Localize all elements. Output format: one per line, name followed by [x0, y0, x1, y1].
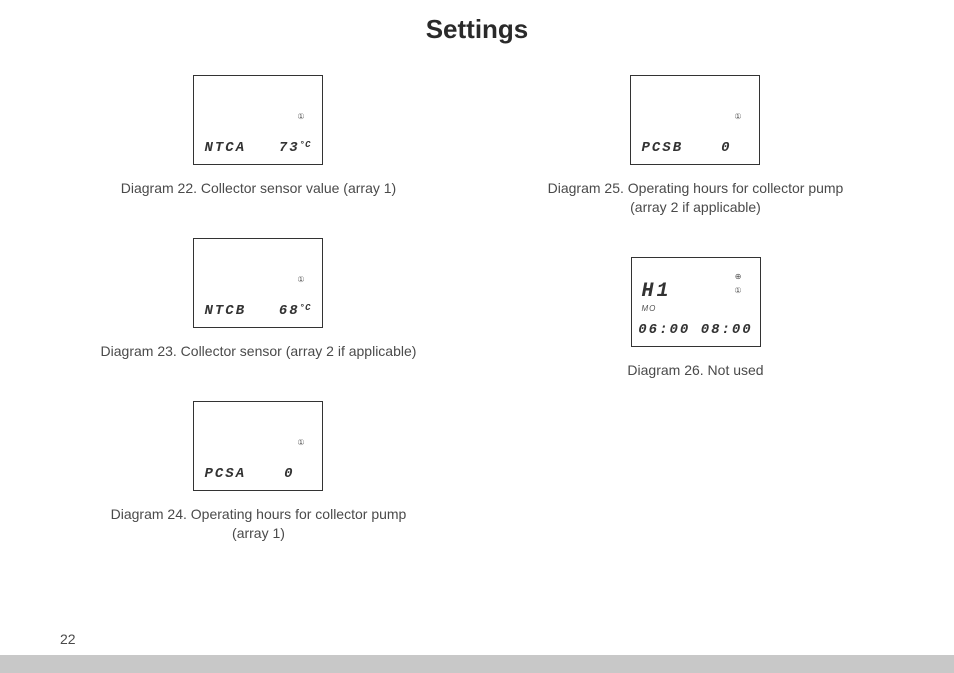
lcd-unit: °C [300, 303, 311, 313]
page-number: 22 [60, 631, 76, 647]
caption-line2: (array 1) [232, 525, 285, 541]
left-column: ① NTCA 73°C Diagram 22. Collector sensor… [60, 75, 457, 583]
info-icon: ① [297, 275, 304, 284]
lcd-diagram-22: ① NTCA 73°C [193, 75, 323, 165]
diagram-26-block: ⊕ ① H1 MO 06:00 08:00 Diagram 26. Not us… [627, 257, 763, 380]
lcd-number: 68 [279, 303, 300, 319]
lcd-sub-label: MO [642, 304, 657, 313]
diagram-22-block: ① NTCA 73°C Diagram 22. Collector sensor… [121, 75, 396, 198]
lcd-label: NTCB [204, 303, 246, 319]
page-title: Settings [0, 0, 954, 45]
diagram-25-caption: Diagram 25. Operating hours for collecto… [548, 179, 844, 217]
lcd-main-label: H1 [642, 280, 672, 303]
caption-line1: Diagram 25. Operating hours for collecto… [548, 180, 844, 196]
lcd-diagram-23: ① NTCB 68°C [193, 238, 323, 328]
right-column: ① PCSB 0 Diagram 25. Operating hours for… [497, 75, 894, 583]
lcd-value: 0 [284, 466, 294, 482]
caption-line2: (array 2 if applicable) [630, 199, 761, 215]
diagram-24-block: ① PCSA 0 Diagram 24. Operating hours for… [111, 401, 407, 543]
lcd-value: 0 [721, 140, 731, 156]
lcd-diagram-24: ① PCSA 0 [193, 401, 323, 491]
content-area: ① NTCA 73°C Diagram 22. Collector sensor… [0, 45, 954, 583]
lcd-diagram-25: ① PCSB 0 [630, 75, 760, 165]
lcd-value: 68°C [279, 303, 311, 319]
plus-icon: ⊕ [735, 272, 742, 281]
caption-line1: Diagram 24. Operating hours for collecto… [111, 506, 407, 522]
info-icon: ① [734, 112, 741, 121]
lcd-label: NTCA [204, 140, 246, 156]
lcd-number: 73 [279, 140, 300, 156]
diagram-26-caption: Diagram 26. Not used [627, 361, 763, 380]
lcd-time-range: 06:00 08:00 [632, 322, 760, 338]
lcd-unit: °C [300, 140, 311, 150]
lcd-value: 73°C [279, 140, 311, 156]
footer-bar [0, 655, 954, 673]
diagram-24-caption: Diagram 24. Operating hours for collecto… [111, 505, 407, 543]
diagram-22-caption: Diagram 22. Collector sensor value (arra… [121, 179, 396, 198]
info-icon: ① [297, 112, 304, 121]
info-icon: ① [734, 286, 741, 295]
lcd-diagram-26: ⊕ ① H1 MO 06:00 08:00 [631, 257, 761, 347]
lcd-label: PCSB [641, 140, 683, 156]
diagram-23-caption: Diagram 23. Collector sensor (array 2 if… [101, 342, 417, 361]
diagram-23-block: ① NTCB 68°C Diagram 23. Collector sensor… [101, 238, 417, 361]
diagram-25-block: ① PCSB 0 Diagram 25. Operating hours for… [548, 75, 844, 217]
info-icon: ① [297, 438, 304, 447]
lcd-label: PCSA [204, 466, 246, 482]
